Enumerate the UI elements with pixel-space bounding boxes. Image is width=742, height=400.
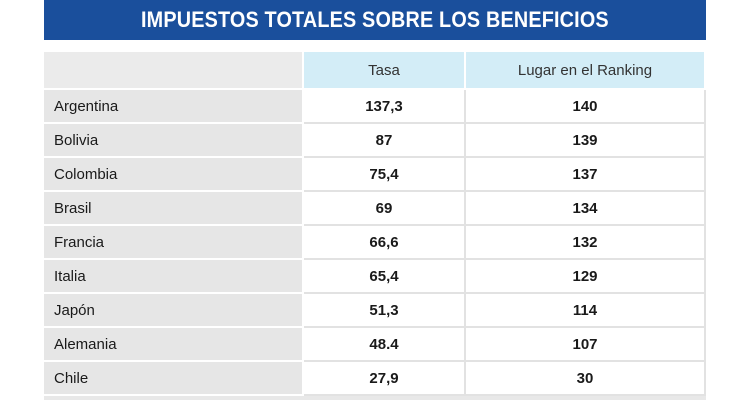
tasa-cell: 51,3 (304, 294, 466, 328)
tax-table: Tasa Lugar en el Ranking Argentina 137,3 1… (44, 52, 706, 396)
country-cell: Alemania (44, 328, 304, 362)
table-title: IMPUESTOS TOTALES SOBRE LOS BENEFICIOS (141, 7, 609, 32)
header-ranking: Lugar en el Ranking (466, 52, 706, 90)
ranking-cell: 139 (466, 124, 706, 158)
tasa-cell: 66,6 (304, 226, 466, 260)
table-header: Tasa Lugar en el Ranking (44, 52, 706, 90)
tasa-cell: 65,4 (304, 260, 466, 294)
country-cell: Italia (44, 260, 304, 294)
tasa-cell: 87 (304, 124, 466, 158)
header-tasa: Tasa (304, 52, 466, 90)
table-row: Alemania 48.4 107 (44, 328, 706, 362)
ranking-cell: 129 (466, 260, 706, 294)
tasa-cell: 69 (304, 192, 466, 226)
table-row: Colombia 75,4 137 (44, 158, 706, 192)
country-cell: Chile (44, 362, 304, 396)
ranking-cell: 114 (466, 294, 706, 328)
title-banner: IMPUESTOS TOTALES SOBRE LOS BENEFICIOS (44, 0, 706, 40)
header-country (44, 52, 304, 90)
table-row: Japón 51,3 114 (44, 294, 706, 328)
tasa-cell: 75,4 (304, 158, 466, 192)
country-cell: Japón (44, 294, 304, 328)
country-cell: Argentina (44, 90, 304, 124)
table-row: Bolivia 87 139 (44, 124, 706, 158)
country-cell: Colombia (44, 158, 304, 192)
header-row: Tasa Lugar en el Ranking (44, 52, 706, 90)
ranking-cell: 137 (466, 158, 706, 192)
ranking-cell: 107 (466, 328, 706, 362)
table-body: Argentina 137,3 140 Bolivia 87 139 Colombia 75,… (44, 90, 706, 396)
table-row: Chile 27,9 30 (44, 362, 706, 396)
ranking-cell: 30 (466, 362, 706, 396)
table-row: Italia 65,4 129 (44, 260, 706, 294)
ranking-cell: 132 (466, 226, 706, 260)
country-cell: Brasil (44, 192, 304, 226)
tasa-cell: 27,9 (304, 362, 466, 396)
ranking-cell: 140 (466, 90, 706, 124)
table-container: Tasa Lugar en el Ranking Argentina 137,3 1… (44, 52, 706, 400)
country-cell: Francia (44, 226, 304, 260)
table-row: Francia 66,6 132 (44, 226, 706, 260)
ranking-cell: 134 (466, 192, 706, 226)
tasa-cell: 137,3 (304, 90, 466, 124)
country-cell: Bolivia (44, 124, 304, 158)
table-row: Brasil 69 134 (44, 192, 706, 226)
tasa-cell: 48.4 (304, 328, 466, 362)
table-row: Argentina 137,3 140 (44, 90, 706, 124)
